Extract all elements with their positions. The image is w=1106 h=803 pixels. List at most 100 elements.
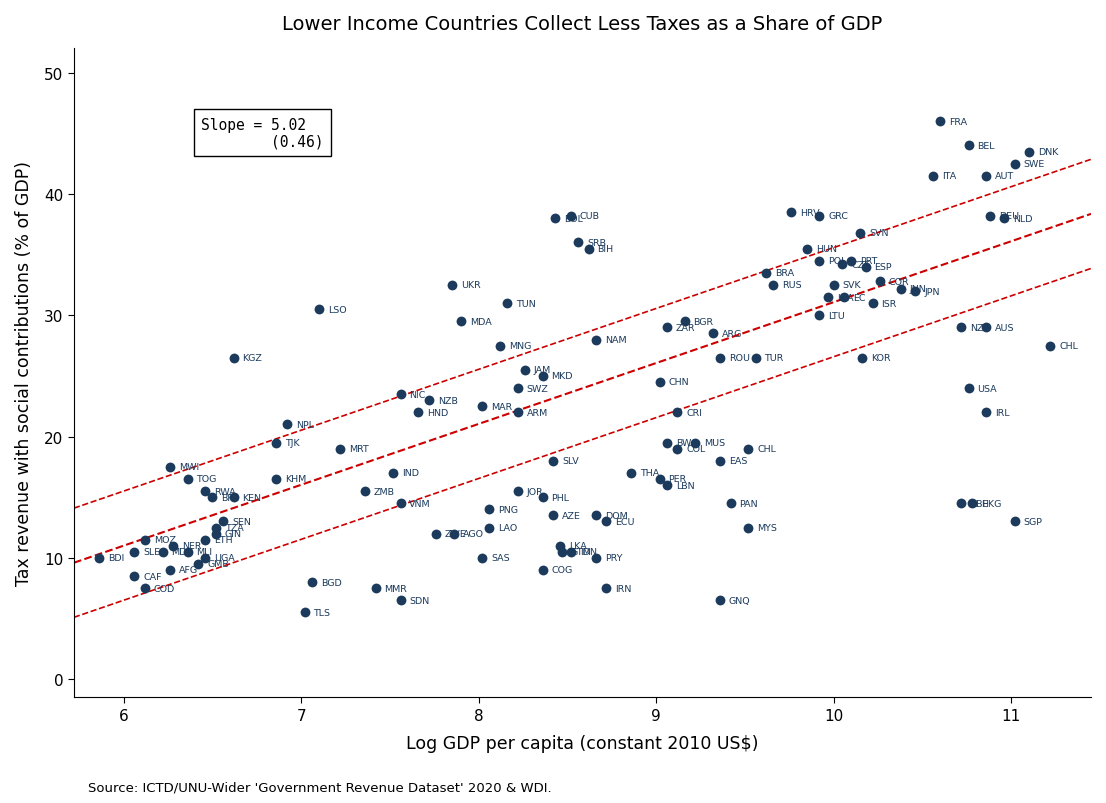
Text: HRV: HRV <box>800 209 820 218</box>
Text: SDN: SDN <box>409 596 429 605</box>
Text: JNN: JNN <box>910 285 927 294</box>
Text: MWI: MWI <box>179 463 199 472</box>
Text: BWA: BWA <box>676 438 697 447</box>
Text: POL: POL <box>828 257 847 266</box>
Text: CRI: CRI <box>687 408 702 418</box>
Text: PRT: PRT <box>860 257 878 266</box>
Point <box>852 227 869 240</box>
Text: NPL: NPL <box>295 421 314 430</box>
Point <box>843 255 860 267</box>
Point <box>857 261 875 274</box>
Point <box>747 352 764 365</box>
Point <box>1020 146 1037 159</box>
Point <box>534 564 552 577</box>
Point <box>444 279 461 292</box>
Text: HKG: HKG <box>981 499 1001 508</box>
Point <box>811 255 828 267</box>
Point <box>310 304 327 316</box>
Point <box>740 521 758 534</box>
Point <box>711 352 729 365</box>
Point <box>225 491 242 504</box>
Text: GIN: GIN <box>225 529 242 538</box>
Point <box>978 406 995 419</box>
Point <box>445 528 462 540</box>
Text: ZAR: ZAR <box>676 324 696 332</box>
Point <box>509 382 526 395</box>
Text: JPN: JPN <box>925 287 940 296</box>
Text: GTM: GTM <box>571 548 592 556</box>
Text: KHM: KHM <box>285 475 306 484</box>
Point <box>705 328 722 340</box>
Point <box>764 279 782 292</box>
Text: TUR: TUR <box>764 354 784 363</box>
Point <box>473 552 491 565</box>
X-axis label: Log GDP per capita (constant 2010 US$): Log GDP per capita (constant 2010 US$) <box>406 734 759 752</box>
Text: AUT: AUT <box>995 172 1014 181</box>
Point <box>668 442 686 455</box>
Point <box>722 497 740 510</box>
Point <box>740 442 758 455</box>
Point <box>1042 340 1060 353</box>
Point <box>392 594 409 607</box>
Point <box>931 116 949 128</box>
Point <box>893 283 910 296</box>
Point <box>870 275 888 288</box>
Point <box>658 321 676 334</box>
Text: AZE: AZE <box>562 512 581 520</box>
Point <box>136 582 154 595</box>
Point <box>207 521 225 534</box>
Text: THA: THA <box>640 469 659 478</box>
Point <box>1005 158 1023 171</box>
Text: NER: NER <box>182 541 201 551</box>
Point <box>197 485 215 498</box>
Point <box>658 437 676 450</box>
Point <box>981 210 999 223</box>
Point <box>197 533 215 546</box>
Point <box>952 497 970 510</box>
Point <box>154 546 171 559</box>
Point <box>420 394 438 407</box>
Text: BRA: BRA <box>775 269 794 278</box>
Text: MAR: MAR <box>491 402 512 411</box>
Text: MUS: MUS <box>705 438 726 447</box>
Text: ARG: ARG <box>722 329 742 339</box>
Point <box>225 352 242 365</box>
Text: SWZ: SWZ <box>526 384 549 393</box>
Text: DNK: DNK <box>1037 148 1058 157</box>
Point <box>597 516 615 528</box>
Text: SLE: SLE <box>143 548 160 556</box>
Point <box>268 437 285 450</box>
Text: NZL: NZL <box>970 324 989 332</box>
Text: USA: USA <box>978 384 997 393</box>
Text: JAM: JAM <box>533 366 551 375</box>
Point <box>480 503 498 516</box>
Text: SAS: SAS <box>491 553 510 563</box>
Text: LBN: LBN <box>676 481 695 490</box>
Point <box>676 316 693 328</box>
Text: UKR: UKR <box>461 281 481 290</box>
Text: ZWE: ZWE <box>445 529 467 538</box>
Point <box>570 237 587 250</box>
Point <box>978 321 995 334</box>
Point <box>356 485 374 498</box>
Point <box>392 388 409 401</box>
Point <box>125 570 143 583</box>
Point <box>498 297 515 310</box>
Text: AUS: AUS <box>995 324 1014 332</box>
Text: IDN: IDN <box>580 548 597 556</box>
Point <box>278 418 295 431</box>
Point <box>427 528 445 540</box>
Point <box>268 473 285 486</box>
Text: BIH: BIH <box>597 245 614 254</box>
Text: COR: COR <box>888 278 909 287</box>
Text: ESP: ESP <box>875 263 893 272</box>
Text: LKA: LKA <box>570 541 587 551</box>
Point <box>534 370 552 383</box>
Text: GMB: GMB <box>207 560 229 569</box>
Point <box>963 497 981 510</box>
Point <box>811 309 828 322</box>
Text: CHL: CHL <box>1060 341 1078 351</box>
Point <box>978 170 995 183</box>
Text: LAO: LAO <box>498 524 518 532</box>
Point <box>597 582 615 595</box>
